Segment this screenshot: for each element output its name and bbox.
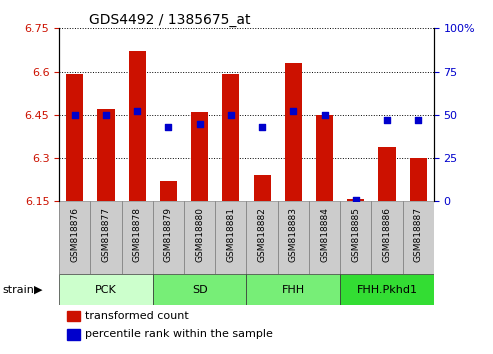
Point [102,112,110,118]
Bar [67,310,80,321]
Point [383,117,391,123]
Point [196,121,204,126]
Text: GSM818878: GSM818878 [133,207,141,262]
Text: GSM818877: GSM818877 [102,207,110,262]
Bar [98,109,114,201]
Text: GSM818879: GSM818879 [164,207,173,262]
FancyBboxPatch shape [153,201,184,274]
Text: GSM818876: GSM818876 [70,207,79,262]
FancyBboxPatch shape [371,201,403,274]
Bar [66,74,83,201]
Text: percentile rank within the sample: percentile rank within the sample [85,329,273,339]
Point [227,112,235,118]
FancyBboxPatch shape [215,201,246,274]
Point [165,124,173,130]
Text: FHH.Pkhd1: FHH.Pkhd1 [356,285,418,295]
FancyBboxPatch shape [59,201,90,274]
Point [258,124,266,130]
Text: ▶: ▶ [34,285,42,295]
Bar [246,274,340,305]
Bar [285,63,302,201]
Point [71,112,79,118]
FancyBboxPatch shape [340,201,371,274]
Text: strain: strain [2,285,35,295]
Text: GSM818880: GSM818880 [195,207,204,262]
FancyBboxPatch shape [246,201,278,274]
Point [414,117,422,123]
FancyBboxPatch shape [403,201,434,274]
FancyBboxPatch shape [309,201,340,274]
Bar [222,74,240,201]
Text: FHH: FHH [282,285,305,295]
Point [320,112,328,118]
Bar [347,199,364,201]
Bar [191,112,208,201]
Point [289,109,297,114]
Bar [253,176,271,201]
Text: PCK: PCK [95,285,117,295]
Bar [153,274,246,305]
Text: transformed count: transformed count [85,311,189,321]
FancyBboxPatch shape [90,201,122,274]
Bar [379,147,395,201]
Text: GSM818881: GSM818881 [226,207,235,262]
Text: SD: SD [192,285,208,295]
Text: GSM818884: GSM818884 [320,207,329,262]
Bar [316,115,333,201]
FancyBboxPatch shape [184,201,215,274]
Text: GSM818885: GSM818885 [352,207,360,262]
Bar [67,329,80,339]
Bar [59,274,153,305]
Bar [129,51,146,201]
Text: GSM818887: GSM818887 [414,207,423,262]
Bar [160,181,177,201]
FancyBboxPatch shape [278,201,309,274]
Text: GDS4492 / 1385675_at: GDS4492 / 1385675_at [89,13,250,27]
FancyBboxPatch shape [122,201,153,274]
Bar [410,158,427,201]
Text: GSM818883: GSM818883 [289,207,298,262]
Point [133,109,141,114]
Point [352,197,360,202]
Bar [340,274,434,305]
Text: GSM818882: GSM818882 [258,207,267,262]
Text: GSM818886: GSM818886 [383,207,391,262]
